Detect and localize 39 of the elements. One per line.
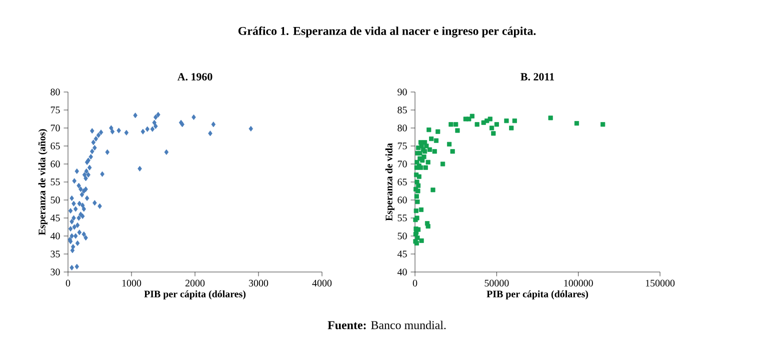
y-tick-label: 40 <box>397 268 407 276</box>
y-tick-label: 35 <box>50 250 60 258</box>
y-tick-label: 90 <box>398 88 407 96</box>
x-tick-label: 0 <box>412 280 418 286</box>
y-tick-label: 55 <box>50 178 60 186</box>
y-tick-label: 70 <box>398 160 407 168</box>
y-tick-label: 45 <box>50 214 60 222</box>
x-tick-label: 3000 <box>249 280 268 286</box>
y-axis-title: Esperanza de vida <box>385 143 394 221</box>
y-tick-label: 70 <box>50 124 60 132</box>
x-tick-label: 50000 <box>484 280 509 286</box>
y-tick-label: 60 <box>50 160 60 168</box>
x-tick-label: 0 <box>66 280 70 286</box>
y-axis-title: Esperanza de vida (años) <box>38 129 48 236</box>
x-tick-label: 4000 <box>312 280 332 286</box>
y-tick-label: 85 <box>398 106 407 114</box>
y-tick-label: 65 <box>50 142 60 150</box>
y-tick-label: 50 <box>50 196 60 204</box>
y-tick-label: 60 <box>398 196 407 204</box>
y-tick-label: 75 <box>398 142 407 150</box>
chart-title: B. 2011 <box>520 73 554 81</box>
x-tick-label: 1000 <box>122 280 142 286</box>
x-tick-label: 2000 <box>185 280 205 286</box>
y-tick-label: 50 <box>398 232 407 240</box>
y-tick-label: 30 <box>50 268 60 276</box>
y-tick-label: 45 <box>397 250 407 258</box>
text: Gráfico 1. Esperanza de vida al nacer e ingreso per cápita. <box>238 26 536 38</box>
y-tick-label: 40 <box>50 232 60 240</box>
y-tick-label: 55 <box>398 214 407 222</box>
y-tick-label: 65 <box>398 178 407 186</box>
x-tick-label: 100000 <box>564 280 593 286</box>
y-tick-label: 75 <box>50 106 60 114</box>
y-tick-label: 80 <box>398 124 407 132</box>
x-tick-label: 150000 <box>646 280 675 286</box>
text: Fuente: Banco mundial. <box>328 320 446 330</box>
chart-title: A. 1960 <box>177 73 212 81</box>
x-axis-title: PIB per cápita (dólares) <box>486 290 588 300</box>
x-axis-title: PIB per cápita (dólares) <box>144 290 246 300</box>
y-tick-label: 80 <box>50 88 60 96</box>
